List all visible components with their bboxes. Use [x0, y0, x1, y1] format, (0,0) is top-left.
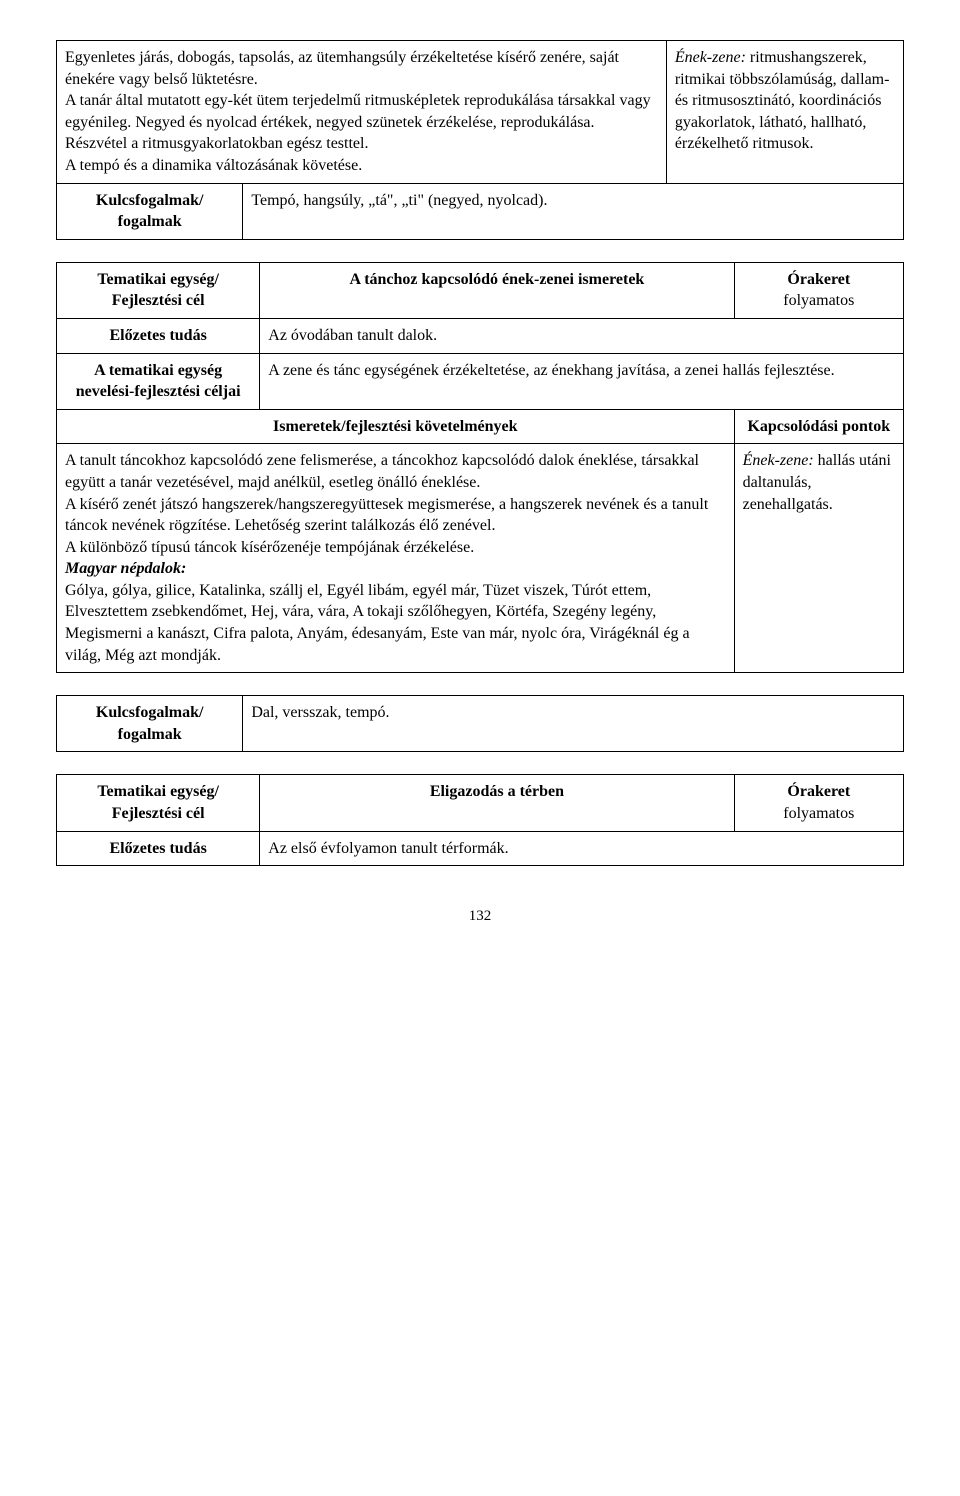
- rhythm-right-label2: Ének-zene:: [675, 49, 746, 66]
- rhythm-left-cell: Egyenletes járás, dobogás, tapsolás, az …: [57, 41, 667, 184]
- songs-block: Magyar népdalok: Gólya, gólya, gilice, K…: [65, 558, 726, 666]
- unit-label-text: Tematikai egység/ Fejlesztési cél: [65, 269, 251, 312]
- space-time-label: Órakeret: [743, 781, 895, 803]
- page-number: 132: [56, 906, 904, 926]
- table-rhythm-real: Egyenletes járás, dobogás, tapsolás, az …: [56, 40, 904, 240]
- songs-list: Gólya, gólya, gilice, Katalinka, szállj …: [65, 582, 690, 664]
- table-space: Tematikai egység/ Fejlesztési cél Eligaz…: [56, 774, 904, 866]
- goals-value: A zene és tánc egységének érzékeltetése,…: [260, 353, 904, 409]
- unit-title: A tánchoz kapcsolódó ének-zenei ismerete…: [260, 262, 734, 318]
- key-label-cell: Kulcsfogalmak/ fogalmak: [57, 183, 243, 239]
- con-label2: Ének-zene:: [743, 452, 814, 469]
- req-p1: A tanult táncokhoz kapcsolódó zene felis…: [65, 450, 726, 558]
- unit-time: Órakeret folyamatos: [734, 262, 903, 318]
- con-body: Ének-zene: hallás utáni daltanulás, zene…: [734, 444, 903, 673]
- prev-label: Előzetes tudás: [57, 318, 260, 353]
- req-body: A tanult táncokhoz kapcsolódó zene felis…: [57, 444, 735, 673]
- rhythm-left-text: Egyenletes járás, dobogás, tapsolás, az …: [65, 47, 658, 177]
- space-prev-value: Az első évfolyamon tanult térformák.: [260, 831, 904, 866]
- key2-label-text: Kulcsfogalmak/ fogalmak: [65, 702, 234, 745]
- con-header: Kapcsolódási pontok: [734, 409, 903, 444]
- table-music-knowledge: Tematikai egység/ Fejlesztési cél A tánc…: [56, 262, 904, 674]
- space-time-val: folyamatos: [743, 803, 895, 825]
- space-time: Órakeret folyamatos: [734, 775, 903, 831]
- goals-label: A tematikai egység nevelési-fejlesztési …: [57, 353, 260, 409]
- unit-label: Tematikai egység/ Fejlesztési cél: [57, 262, 260, 318]
- key2-value: Dal, versszak, tempó.: [243, 696, 904, 752]
- time-value: folyamatos: [743, 290, 895, 312]
- space-unit-text: Tematikai egység/ Fejlesztési cél: [65, 781, 251, 824]
- time-label: Órakeret: [743, 269, 895, 291]
- goals-label-text: A tematikai egység nevelési-fejlesztési …: [65, 360, 251, 403]
- space-prev-label: Előzetes tudás: [57, 831, 260, 866]
- songs-label: Magyar népdalok:: [65, 560, 186, 577]
- key2-label: Kulcsfogalmak/ fogalmak: [57, 696, 243, 752]
- key-label-text2: Kulcsfogalmak/ fogalmak: [65, 190, 234, 233]
- prev-value: Az óvodában tanult dalok.: [260, 318, 904, 353]
- table-key-concepts-2: Kulcsfogalmak/ fogalmak Dal, versszak, t…: [56, 695, 904, 752]
- space-unit-label: Tematikai egység/ Fejlesztési cél: [57, 775, 260, 831]
- rhythm-right-cell: Ének-zene: ritmushangszerek, ritmikai tö…: [666, 41, 903, 184]
- space-title: Eligazodás a térben: [260, 775, 734, 831]
- key-value-cell: Tempó, hangsúly, „tá", „ti" (negyed, nyo…: [243, 183, 904, 239]
- req-header: Ismeretek/fejlesztési követelmények: [57, 409, 735, 444]
